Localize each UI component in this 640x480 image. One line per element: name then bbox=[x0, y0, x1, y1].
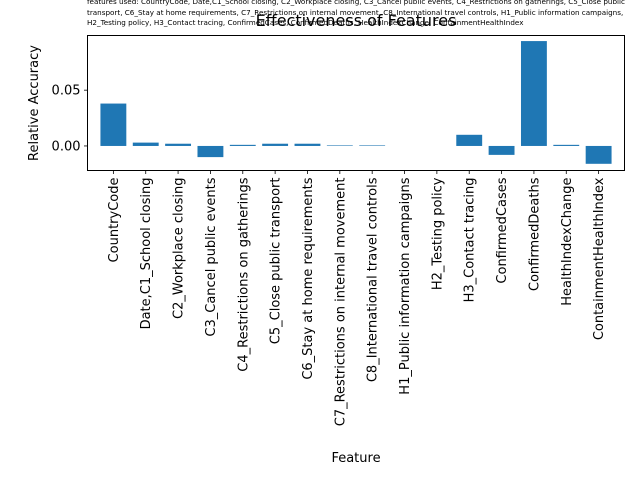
x-tick-label: H3_Contact tracing bbox=[463, 178, 478, 303]
bar bbox=[585, 145, 612, 164]
x-tick-label: H1_Public information campaigns bbox=[398, 177, 413, 394]
bar bbox=[326, 145, 353, 146]
bar bbox=[229, 144, 256, 146]
x-tick-label: C6_Stay at home requirements bbox=[301, 177, 316, 379]
plot-frame bbox=[87, 35, 625, 171]
bar bbox=[100, 103, 127, 146]
x-tick-label: H2_Testing policy bbox=[430, 177, 445, 290]
x-tick-label: C5_Close public transport bbox=[269, 178, 284, 345]
x-axis-ticks: CountryCode Date,C1_School closing C2_Work… bbox=[107, 170, 607, 427]
y-axis-label: Relative Accuracy bbox=[27, 45, 42, 161]
bar bbox=[456, 134, 483, 146]
bar bbox=[197, 145, 224, 158]
bar bbox=[520, 41, 547, 146]
bar bbox=[262, 143, 289, 146]
x-tick-label: HealthIndexChange bbox=[560, 178, 575, 306]
features-used-note: features used: CountryCode, Date,C1_Scho… bbox=[87, 0, 625, 28]
y-tick-label: 0.05 bbox=[52, 84, 81, 99]
bars-layer bbox=[100, 41, 612, 164]
x-tick-label: CountryCode bbox=[107, 178, 122, 263]
x-tick-label: C7_Restrictions on internal movement bbox=[333, 178, 348, 427]
x-tick-label: ConfirmedCases bbox=[495, 177, 510, 283]
bar bbox=[132, 142, 159, 146]
x-tick-label: C4_Restrictions on gatherings bbox=[236, 177, 251, 371]
x-tick-label: C3_Cancel public events bbox=[204, 177, 219, 336]
x-tick-label: C8_International travel controls bbox=[366, 177, 381, 382]
y-tick-label: 0.00 bbox=[52, 139, 81, 154]
bar bbox=[488, 145, 515, 155]
bar bbox=[359, 145, 386, 146]
x-tick-label: ContainmentHealthIndex bbox=[592, 177, 607, 340]
x-tick-label: Date,C1_School closing bbox=[139, 178, 154, 330]
x-axis-label: Feature bbox=[331, 451, 380, 466]
x-tick-label: ConfirmedDeaths bbox=[527, 177, 542, 291]
bar bbox=[165, 143, 192, 146]
bar bbox=[294, 143, 321, 146]
bar bbox=[553, 144, 580, 146]
x-tick-label: C2_Workplace closing bbox=[172, 178, 187, 319]
y-axis-ticks: 0.00 0.05 bbox=[52, 84, 88, 154]
chart-title: Effectiveness of Features bbox=[255, 11, 457, 30]
